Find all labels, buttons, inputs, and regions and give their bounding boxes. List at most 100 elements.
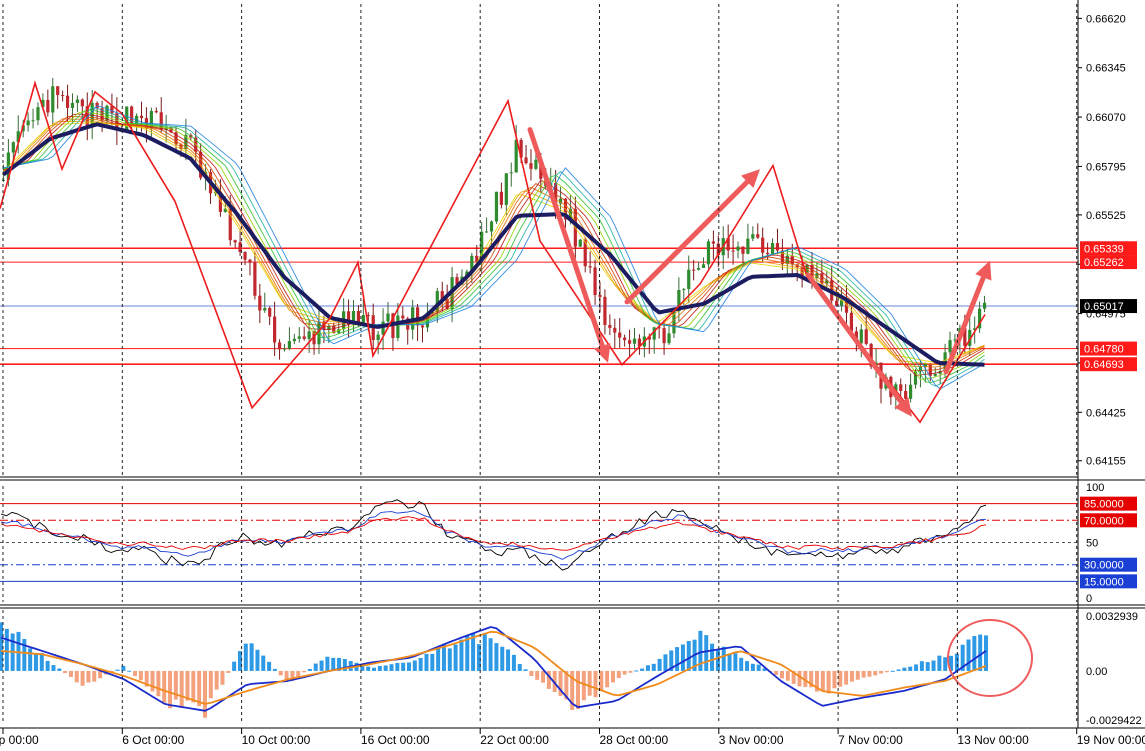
- macd-histogram-bar: [844, 670, 849, 685]
- macd-histogram-bar: [750, 663, 755, 671]
- candle-body: [839, 300, 844, 306]
- macd-histogram-bar: [447, 648, 452, 671]
- ma-ribbon-line: [3, 115, 985, 372]
- candle-body: [346, 311, 351, 325]
- macd-histogram-bar: [290, 670, 295, 681]
- candle-body: [292, 338, 296, 342]
- macd-histogram-bar: [51, 665, 56, 671]
- macd-histogram-bar: [599, 670, 604, 691]
- macd-histogram-bar: [645, 665, 650, 671]
- candle-body: [859, 329, 863, 344]
- oscillator-y-label: 100: [1086, 482, 1104, 494]
- candle-body: [696, 267, 701, 270]
- candle-body: [56, 86, 60, 96]
- macd-histogram-bar: [74, 670, 79, 683]
- candle-body: [766, 252, 770, 255]
- candle-body: [115, 113, 119, 129]
- macd-histogram-bar: [424, 653, 429, 671]
- y-tick-label: 0.65525: [1086, 210, 1126, 222]
- price-label-text: 0.65262: [1084, 257, 1124, 269]
- macd-histogram-bar: [220, 670, 225, 685]
- macd-histogram-bar: [284, 670, 289, 680]
- candle-body: [558, 198, 563, 204]
- macd-histogram-bar: [774, 670, 779, 675]
- zigzag-line: [0, 80, 986, 424]
- macd-histogram-bar: [558, 670, 563, 696]
- candle-body: [825, 280, 829, 284]
- candle-body: [692, 269, 696, 271]
- macd-histogram-bar: [686, 641, 691, 671]
- price-label-box: [1080, 299, 1137, 314]
- y-tick-label: 0.66345: [1086, 63, 1126, 75]
- macd-histogram-bar: [715, 649, 720, 671]
- candle-body: [70, 102, 75, 108]
- candle-body: [652, 327, 656, 340]
- macd-histogram-bar: [849, 670, 854, 682]
- candle-body: [578, 239, 582, 247]
- x-tick-label: 30 Sep 00:00: [0, 733, 39, 746]
- macd-histogram-bar: [261, 655, 266, 671]
- macd-histogram-bar: [319, 660, 324, 671]
- candle-body: [770, 243, 775, 255]
- macd-histogram-bar: [879, 670, 884, 674]
- candle-body: [667, 333, 671, 344]
- macd-histogram-bar: [506, 649, 511, 671]
- candle-body: [963, 328, 967, 346]
- candle-body: [332, 325, 336, 333]
- candle-body: [16, 131, 20, 143]
- macd-histogram-bar: [791, 670, 796, 684]
- price-pane: [0, 77, 1078, 424]
- macd-histogram-bar: [28, 648, 33, 671]
- candle-body: [253, 262, 257, 296]
- candle-body: [149, 111, 153, 129]
- macd-histogram-bar: [0, 622, 3, 671]
- macd-histogram-bar: [762, 668, 767, 671]
- macd-histogram-bar: [919, 661, 924, 671]
- x-tick-label: 3 Nov 00:00: [719, 733, 784, 746]
- macd-histogram-bar: [98, 670, 103, 679]
- candle-body: [835, 300, 839, 306]
- candle-body: [396, 315, 400, 339]
- candle-body: [524, 157, 528, 164]
- candle-body: [726, 238, 730, 251]
- candle-body: [982, 302, 987, 309]
- macd-histogram-bar: [733, 653, 738, 671]
- macd-histogram-bar: [68, 670, 73, 678]
- candle-body: [243, 252, 247, 260]
- candle-body: [307, 331, 311, 339]
- oscillator-level-label: 30.0000: [1084, 560, 1124, 572]
- macd-histogram-bar: [867, 670, 872, 677]
- candle-body: [312, 331, 316, 345]
- price-label-box: [1080, 341, 1137, 356]
- candle-body: [268, 308, 272, 317]
- candle-body: [785, 255, 789, 264]
- oscillator-level-box: [1080, 513, 1137, 528]
- candle-body: [159, 112, 163, 130]
- macd-histogram-bar: [138, 670, 143, 681]
- macd-histogram-bar: [622, 670, 627, 675]
- macd-histogram-bar: [984, 635, 988, 671]
- macd-histogram-bar: [803, 670, 808, 688]
- candle-body: [613, 327, 617, 333]
- macd-histogram-bar: [476, 644, 481, 671]
- oscillator-level-box: [1080, 496, 1137, 511]
- candle-body: [31, 120, 35, 122]
- candle-body: [90, 102, 94, 127]
- macd-histogram-bar: [80, 670, 85, 686]
- candle-body: [623, 337, 627, 341]
- macd-histogram-bar: [278, 670, 283, 676]
- trend-arrow-shaft: [943, 271, 988, 375]
- macd-histogram-bar: [366, 666, 371, 671]
- candle-body: [277, 342, 282, 350]
- candle-body: [282, 348, 287, 350]
- candle-body: [657, 327, 661, 329]
- macd-histogram-bar: [430, 653, 435, 671]
- macd-histogram-bar: [372, 667, 377, 671]
- candle-body: [494, 191, 499, 222]
- macd-histogram-bar: [797, 670, 802, 687]
- candle-body: [401, 315, 405, 319]
- candle-body: [933, 373, 937, 376]
- ma-ribbon-line: [3, 120, 985, 365]
